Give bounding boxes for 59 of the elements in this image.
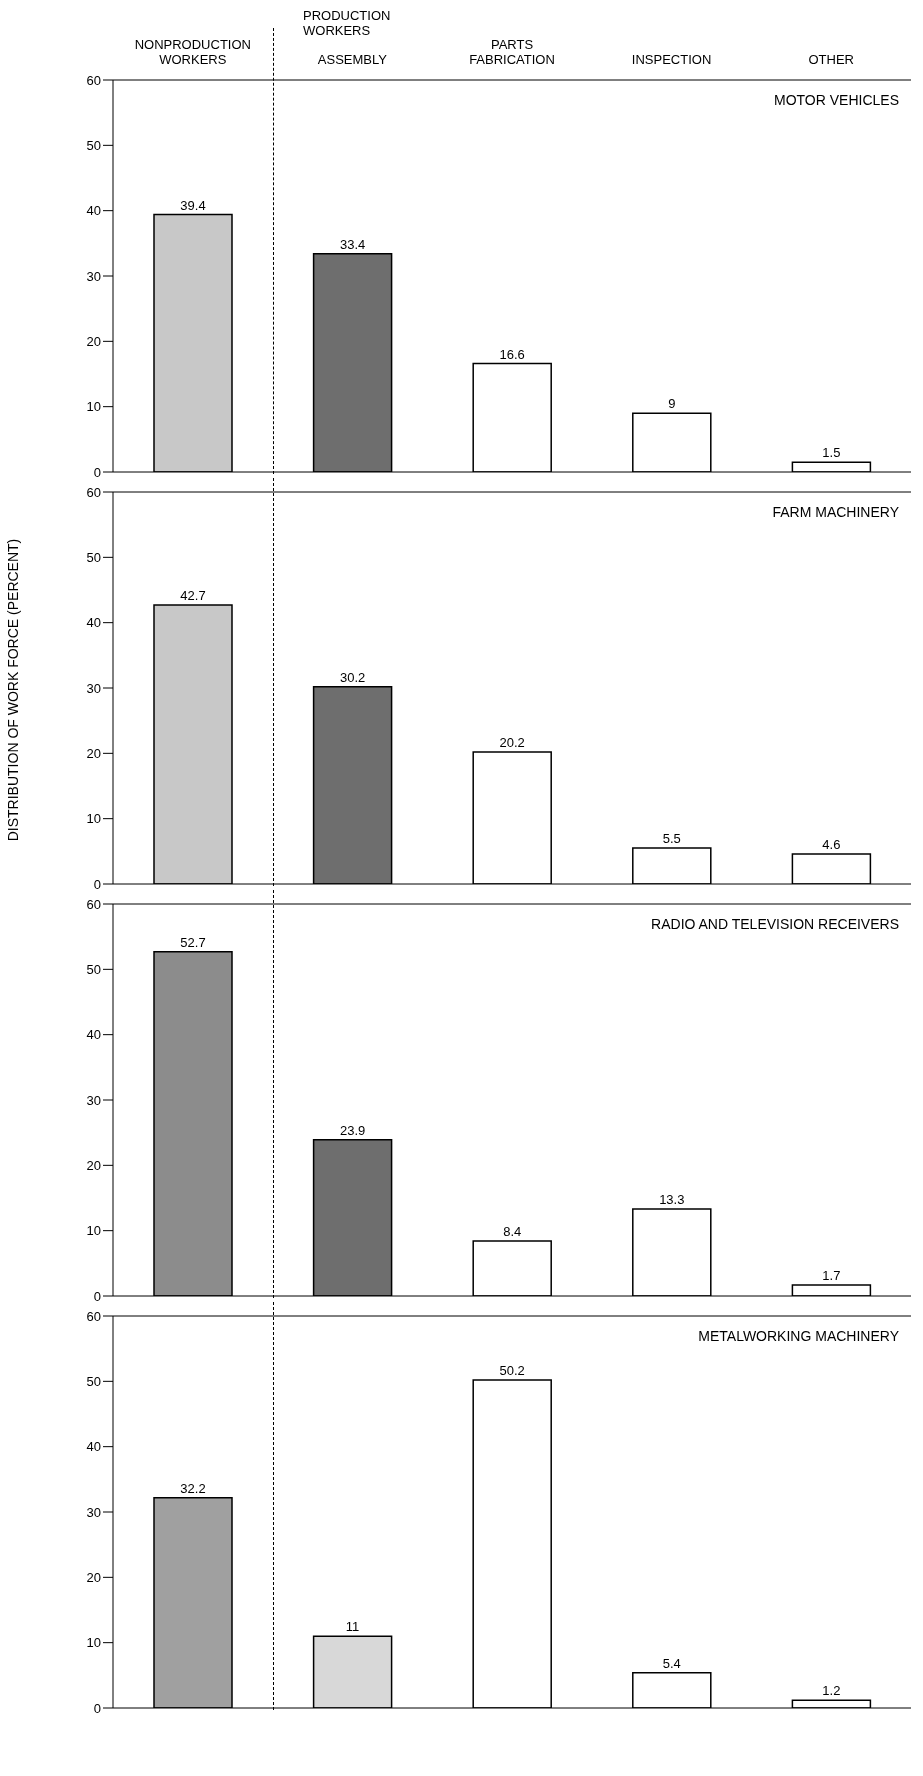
- y-tick-label: 10: [86, 1635, 101, 1651]
- data-label: 5.5: [662, 831, 681, 847]
- data-label: 11: [345, 1619, 360, 1635]
- data-label: 1.5: [822, 445, 841, 461]
- data-label: 30.2: [339, 669, 366, 685]
- y-tick-label: 30: [86, 268, 101, 284]
- y-tick-label: 50: [86, 1373, 101, 1389]
- x-tick-label: OTHER: [808, 52, 854, 67]
- y-tick-label: 60: [86, 896, 101, 912]
- data-label: 5.4: [662, 1655, 681, 1671]
- y-tick-label: 10: [86, 399, 101, 415]
- data-label: 52.7: [180, 934, 206, 950]
- y-tick-label: 30: [86, 680, 101, 696]
- y-tick-label: 20: [86, 1157, 101, 1173]
- data-label: 8.4: [503, 1224, 522, 1240]
- data-label: 42.7: [180, 588, 206, 604]
- text: PRODUCTION WORKERS: [303, 8, 392, 38]
- y-tick-label: 40: [86, 203, 101, 219]
- y-tick-label: 50: [86, 549, 101, 565]
- y-tick-label: 40: [86, 615, 101, 631]
- data-label: 32.2: [180, 1480, 206, 1496]
- y-tick-label: 10: [86, 811, 101, 827]
- data-label: 33.4: [339, 236, 366, 252]
- data-label: 9: [668, 396, 676, 412]
- data-label: 1.2: [822, 1683, 841, 1699]
- y-tick-label: 50: [86, 137, 101, 153]
- y-tick-label: 0: [93, 464, 101, 480]
- y-axis-title: DISTRIBUTION OF WORK FORCE (PERCENT): [5, 538, 21, 842]
- text: FARM MACHINERY: [772, 504, 899, 520]
- y-tick-label: 30: [86, 1092, 101, 1108]
- y-tick-label: 0: [93, 876, 101, 892]
- text: MOTOR VEHICLES: [774, 92, 899, 108]
- y-tick-label: 20: [86, 1569, 101, 1585]
- y-tick-label: 60: [86, 484, 101, 500]
- text: RADIO AND TELEVISION RECEIVERS: [651, 916, 899, 932]
- y-tick-label: 0: [93, 1700, 101, 1716]
- text: METALWORKING MACHINERY: [698, 1328, 899, 1344]
- y-tick-label: 40: [86, 1439, 101, 1455]
- x-tick-label: ASSEMBLY: [317, 52, 388, 67]
- x-tick-label: PARTS FABRICATION: [469, 37, 555, 67]
- data-label: 50.2: [499, 1363, 525, 1379]
- y-tick-label: 10: [86, 1223, 101, 1239]
- y-tick-label: 50: [86, 961, 101, 977]
- data-label: 20.2: [499, 735, 525, 751]
- x-tick-label: INSPECTION: [631, 52, 712, 67]
- y-tick-label: 40: [86, 1027, 101, 1043]
- data-label: 13.3: [659, 1192, 685, 1208]
- data-label: 1.7: [822, 1267, 841, 1283]
- data-label: 23.9: [339, 1122, 366, 1138]
- y-tick-label: 0: [93, 1288, 101, 1304]
- x-tick-label: NONPRODUCTION WORKERS: [134, 37, 251, 67]
- data-label: 39.4: [180, 197, 206, 213]
- data-label: 4.6: [822, 836, 841, 852]
- y-tick-label: 30: [86, 1504, 101, 1520]
- y-tick-label: 20: [86, 745, 101, 761]
- y-tick-label: 60: [86, 1308, 101, 1324]
- y-tick-label: 60: [86, 72, 101, 88]
- y-tick-label: 20: [86, 333, 101, 349]
- data-label: 16.6: [499, 346, 525, 362]
